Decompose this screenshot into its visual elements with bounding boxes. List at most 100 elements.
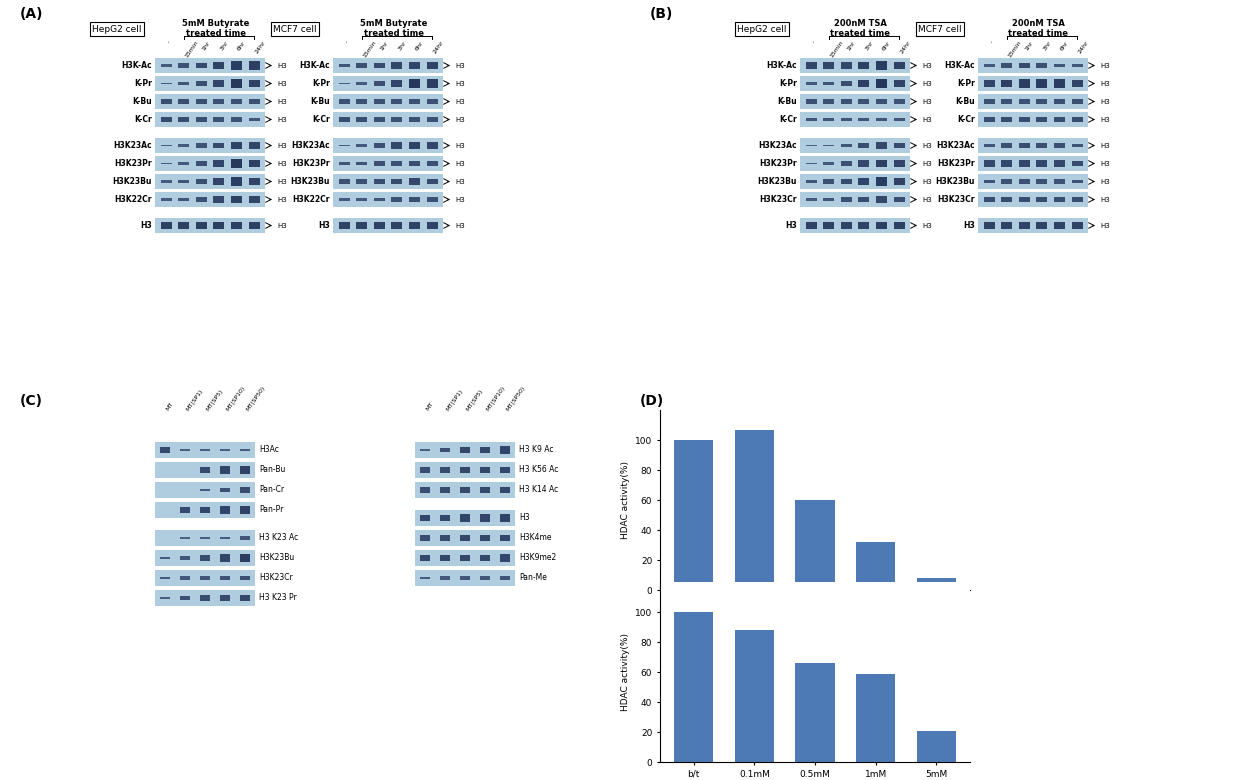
- Text: MT(SP10): MT(SP10): [485, 385, 505, 412]
- Text: H3: H3: [455, 179, 465, 185]
- Text: -: -: [989, 40, 994, 44]
- Bar: [480, 466, 490, 473]
- Text: H3: H3: [455, 98, 465, 105]
- Bar: [200, 576, 210, 580]
- Bar: [220, 506, 231, 514]
- Bar: [858, 99, 869, 104]
- Text: MCF7 cell: MCF7 cell: [919, 24, 961, 34]
- Text: K-Bu: K-Bu: [310, 97, 330, 106]
- Bar: [220, 488, 231, 492]
- Bar: [916, 578, 956, 590]
- Bar: [160, 557, 170, 559]
- Bar: [160, 116, 171, 122]
- Bar: [239, 466, 249, 474]
- Text: K-Pr: K-Pr: [958, 79, 975, 88]
- Text: H3K-Ac: H3K-Ac: [945, 61, 975, 70]
- Bar: [200, 467, 210, 473]
- Bar: [893, 143, 905, 148]
- Bar: [160, 65, 171, 66]
- Bar: [410, 117, 420, 122]
- Bar: [805, 118, 816, 121]
- Bar: [840, 222, 852, 229]
- Bar: [893, 118, 905, 121]
- Bar: [213, 222, 224, 229]
- Bar: [155, 462, 255, 478]
- Bar: [480, 446, 490, 453]
- Bar: [800, 174, 910, 189]
- Text: K-Pr: K-Pr: [134, 79, 152, 88]
- Bar: [1053, 197, 1065, 202]
- Bar: [178, 198, 189, 201]
- Text: H3: H3: [1100, 116, 1110, 122]
- Bar: [200, 449, 210, 451]
- Text: H3: H3: [319, 221, 330, 230]
- Bar: [213, 99, 224, 104]
- Bar: [1036, 143, 1047, 148]
- Bar: [333, 112, 444, 127]
- Bar: [231, 177, 242, 186]
- Bar: [374, 179, 384, 184]
- Bar: [1036, 160, 1047, 167]
- Bar: [1071, 197, 1082, 202]
- Bar: [374, 198, 384, 201]
- Bar: [978, 58, 1087, 73]
- Bar: [155, 550, 255, 566]
- Bar: [674, 612, 713, 762]
- Text: H3 K23 Ac: H3 K23 Ac: [260, 534, 299, 543]
- Bar: [984, 197, 994, 202]
- Bar: [426, 62, 437, 69]
- Bar: [795, 500, 834, 590]
- Bar: [823, 145, 834, 147]
- Bar: [333, 156, 444, 171]
- Bar: [1036, 197, 1047, 202]
- Bar: [893, 160, 905, 167]
- Bar: [195, 179, 207, 184]
- Bar: [213, 62, 224, 69]
- Text: H3: H3: [1100, 62, 1110, 69]
- Text: H3K23Bu: H3K23Bu: [112, 177, 152, 186]
- Bar: [231, 61, 242, 69]
- Text: K-Cr: K-Cr: [135, 115, 152, 124]
- Bar: [858, 222, 869, 229]
- Bar: [155, 570, 255, 586]
- Bar: [840, 99, 852, 104]
- Bar: [735, 630, 774, 762]
- Bar: [160, 222, 171, 229]
- Bar: [155, 590, 255, 606]
- Bar: [858, 178, 869, 185]
- Text: H3: H3: [277, 116, 287, 122]
- Bar: [426, 197, 437, 202]
- Text: 3hr: 3hr: [1042, 40, 1052, 51]
- Bar: [410, 161, 420, 166]
- Bar: [1002, 117, 1012, 122]
- Bar: [200, 537, 210, 539]
- Bar: [231, 99, 242, 104]
- Bar: [1018, 80, 1029, 87]
- Bar: [893, 222, 905, 229]
- Bar: [357, 99, 367, 104]
- Bar: [200, 555, 210, 561]
- Bar: [1018, 117, 1029, 122]
- Bar: [1053, 80, 1065, 87]
- Text: H3K23Pr: H3K23Pr: [760, 159, 798, 168]
- Bar: [823, 162, 834, 165]
- Bar: [893, 62, 905, 69]
- Bar: [195, 144, 207, 147]
- Bar: [410, 179, 420, 185]
- Text: H3K23Bu: H3K23Bu: [936, 177, 975, 186]
- Bar: [1036, 117, 1047, 122]
- Text: H3K23Bu: H3K23Bu: [757, 177, 798, 186]
- Text: H3: H3: [922, 116, 931, 122]
- Bar: [178, 63, 189, 68]
- Bar: [858, 143, 869, 148]
- Bar: [858, 62, 869, 69]
- Bar: [1018, 143, 1029, 148]
- Text: H3: H3: [1100, 143, 1110, 148]
- Bar: [248, 222, 260, 229]
- Text: 200nM TSA
treated time: 200nM TSA treated time: [830, 19, 891, 38]
- Bar: [1002, 160, 1012, 167]
- Bar: [155, 94, 265, 109]
- Bar: [805, 62, 816, 69]
- Text: H3K-Ac: H3K-Ac: [121, 61, 152, 70]
- Text: 200nM TSA
treated time: 200nM TSA treated time: [1008, 19, 1068, 38]
